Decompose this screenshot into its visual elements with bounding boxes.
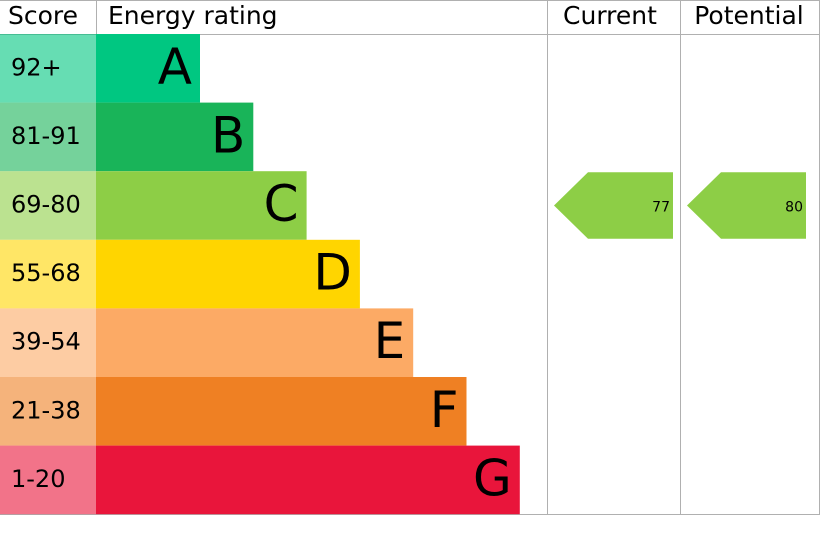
band-bar xyxy=(96,239,360,309)
score-cell xyxy=(0,445,96,515)
score-label: 69-80 xyxy=(11,191,81,219)
header-current: Current xyxy=(563,1,657,30)
score-cell xyxy=(0,377,96,446)
band-bar xyxy=(96,377,467,446)
band-letter: F xyxy=(430,381,459,439)
rating-arrow xyxy=(687,172,806,239)
header-rating: Energy rating xyxy=(108,1,278,30)
score-cell xyxy=(0,171,96,240)
band-letter: G xyxy=(473,449,512,507)
rating-value: 77 xyxy=(652,200,670,216)
band-bar xyxy=(96,102,254,172)
band-letter: D xyxy=(313,244,352,302)
score-cell xyxy=(0,308,96,377)
rating-value: 80 xyxy=(785,200,803,216)
band-letter: E xyxy=(374,312,406,370)
band-letter: A xyxy=(158,38,192,96)
score-label: 81-91 xyxy=(11,122,81,150)
score-label: 55-68 xyxy=(11,259,81,287)
score-cell xyxy=(0,102,96,172)
band-letter: B xyxy=(211,106,245,164)
header-potential: Potential xyxy=(694,1,804,30)
score-label: 92+ xyxy=(11,53,62,81)
band-bar xyxy=(96,308,414,377)
header-score: Score xyxy=(8,1,78,30)
score-label: 39-54 xyxy=(11,328,81,356)
band-bar xyxy=(96,445,520,515)
rating-arrow xyxy=(554,172,673,239)
score-cell xyxy=(0,34,96,103)
score-label: 1-20 xyxy=(11,465,65,493)
band-bar xyxy=(96,171,307,240)
score-label: 21-38 xyxy=(11,396,81,424)
band-bar xyxy=(96,34,200,103)
band-letter: C xyxy=(264,175,299,233)
score-cell xyxy=(0,239,96,309)
